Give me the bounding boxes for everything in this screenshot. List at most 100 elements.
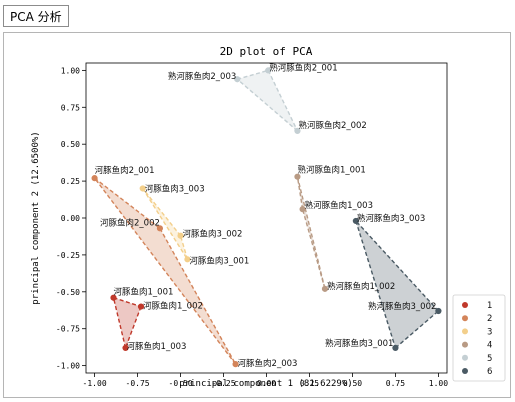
- group-hull-edge: [236, 78, 298, 132]
- data-point: [352, 217, 359, 225]
- group-hull: [94, 178, 236, 365]
- point-label: 河豚鱼肉1_003: [127, 341, 187, 352]
- group-hull-edge: [355, 220, 397, 349]
- group-hull-edge: [179, 235, 189, 260]
- series-layer: 河豚鱼肉1_001 河豚鱼肉1_002 河豚鱼肉1_003 河豚鱼肉2_001 河豚鱼肉…: [91, 62, 442, 369]
- x-tick-label: 0.50: [343, 379, 362, 388]
- point-label: 熟河豚鱼肉2_001: [269, 62, 337, 73]
- legend-label: 1: [487, 301, 492, 311]
- group-hull-edge: [296, 176, 304, 210]
- legend: 1 2 3 4 5 6: [452, 294, 506, 382]
- series-group-6: [352, 217, 442, 352]
- legend-marker: [462, 341, 468, 348]
- point-label: 熟河豚鱼肉3_002: [368, 301, 436, 312]
- data-point: [234, 76, 241, 83]
- point-label: 河豚鱼肉1_002: [143, 301, 203, 312]
- point-label: 河豚鱼肉2_001: [95, 165, 155, 176]
- data-point: [299, 206, 306, 213]
- point-label: 河豚鱼肉3_002: [183, 229, 243, 240]
- point-labels: 河豚鱼肉1_001 河豚鱼肉1_002 河豚鱼肉1_003 河豚鱼肉2_001 河豚鱼肉…: [95, 62, 437, 369]
- group-hull-edge: [142, 188, 182, 237]
- data-point: [139, 185, 146, 192]
- x-tick-label: 0.75: [386, 379, 405, 388]
- chart-panel: 河豚鱼肉1_001 河豚鱼肉1_002 河豚鱼肉1_003 河豚鱼肉2_001 河豚鱼肉…: [3, 32, 511, 398]
- data-point: [232, 361, 239, 368]
- point-label: 熟河豚鱼肉2_002: [298, 120, 366, 131]
- data-point: [321, 285, 329, 292]
- data-point: [294, 173, 301, 180]
- series-group-1: [110, 294, 145, 352]
- axes-layer: -1.00 -0.75 -0.50 -0.25 0.00 0.25 0.50 0.75 1.00…: [56, 66, 448, 388]
- legend-label: 6: [487, 367, 492, 377]
- point-label: 河豚鱼肉2_003: [238, 358, 298, 369]
- point-label: 河豚鱼肉3_001: [189, 255, 249, 266]
- series-group-5: [234, 67, 301, 135]
- group-hull-edge: [355, 220, 439, 312]
- point-label: 熟河豚鱼肉1_003: [305, 200, 373, 211]
- data-point: [294, 127, 301, 135]
- x-tick-label: -1.00: [83, 379, 107, 388]
- group-hull-edge: [237, 69, 269, 80]
- group-hull-edge: [112, 297, 127, 349]
- x-axis-label: principal component 1 (81.6229%): [179, 379, 352, 389]
- group-hull-edge: [124, 306, 142, 349]
- point-label: 河豚鱼肉1_001: [114, 287, 174, 298]
- group-hull-edge: [113, 297, 142, 308]
- group-hull-edge: [301, 208, 326, 290]
- y-tick-label: 0.50: [61, 140, 80, 149]
- group-hull-edge: [94, 177, 161, 229]
- group-hull-edge: [267, 70, 299, 132]
- legend-marker: [462, 328, 468, 335]
- pca-chart: 河豚鱼肉1_001 河豚鱼肉1_002 河豚鱼肉1_003 河豚鱼肉2_001 河豚鱼肉…: [31, 45, 506, 389]
- data-point: [91, 175, 98, 182]
- series-group-3: [139, 185, 191, 263]
- data-point: [110, 294, 117, 301]
- y-tick-label: 0.00: [61, 214, 80, 223]
- legend-label: 5: [487, 354, 492, 364]
- tab-pca-analysis[interactable]: PCA 分析: [3, 5, 69, 27]
- group-hull: [237, 70, 298, 131]
- legend-marker: [462, 315, 468, 322]
- chart-title: 2D plot of PCA: [220, 45, 313, 58]
- point-label: 河豚鱼肉3_003: [145, 183, 205, 194]
- data-point: [137, 303, 145, 310]
- legend-marker: [462, 354, 468, 361]
- y-tick-label: -0.50: [56, 288, 80, 297]
- data-point: [265, 67, 272, 74]
- point-label: 河豚鱼肉2_002: [100, 217, 160, 228]
- x-tick-label: -0.50: [169, 379, 193, 388]
- data-point: [392, 344, 399, 352]
- point-label: 熟河豚鱼肉3_003: [357, 213, 425, 224]
- y-tick-label: -1.00: [56, 362, 80, 371]
- series-group-4: [294, 173, 329, 292]
- group-hull: [113, 297, 142, 348]
- x-tick-label: 0.00: [257, 379, 276, 388]
- y-tick-label: 0.25: [61, 177, 80, 186]
- y-tick-label: 1.00: [61, 66, 80, 75]
- group-hull: [355, 220, 439, 348]
- y-tick-label: 0.75: [61, 103, 80, 112]
- y-axis-label: principal component 2 (12.6500%): [31, 131, 41, 304]
- group-hull-edge: [394, 310, 439, 349]
- group-hull-edge: [142, 188, 189, 260]
- x-tick-label: -0.75: [126, 379, 150, 388]
- data-point: [177, 232, 184, 239]
- x-tick-label: -0.25: [211, 379, 235, 388]
- y-tick-label: -0.75: [56, 325, 80, 334]
- legend-frame: [452, 294, 506, 382]
- legend-label: 2: [487, 314, 492, 324]
- data-point: [184, 256, 191, 263]
- data-point: [122, 344, 129, 352]
- point-label: 熟河豚鱼肉1_001: [297, 165, 365, 176]
- x-tick-label: 0.25: [300, 379, 319, 388]
- series-group-2: [91, 175, 239, 368]
- data-point: [156, 225, 164, 232]
- legend-marker: [462, 302, 468, 308]
- point-label: 熟河豚鱼肉3_001: [325, 338, 393, 349]
- data-point: [435, 307, 442, 315]
- legend-marker: [462, 368, 468, 374]
- x-tick-label: 1.00: [429, 379, 448, 388]
- point-label: 熟河豚鱼肉2_003: [168, 71, 236, 82]
- point-label: 熟河豚鱼肉1_002: [327, 281, 395, 292]
- y-tick-label: -0.25: [56, 251, 80, 260]
